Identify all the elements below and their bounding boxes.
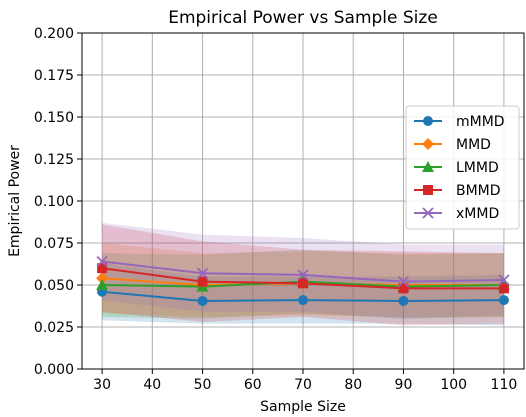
y-axis-label: Empirical Power xyxy=(7,145,23,257)
legend-marker-mmmd xyxy=(423,116,433,126)
x-tick-label: 110 xyxy=(491,377,518,393)
chart-title: Empirical Power vs Sample Size xyxy=(168,8,438,28)
point-xmmd xyxy=(498,274,510,286)
point-bmmd xyxy=(498,283,509,294)
point-mmd xyxy=(96,272,109,285)
x-tick-label: 90 xyxy=(395,377,413,393)
point-mmmd xyxy=(197,295,208,306)
legend-marker-bmmd xyxy=(423,185,433,195)
point-xmmd xyxy=(96,255,108,268)
point-mmmd xyxy=(298,295,308,306)
point-bmmd xyxy=(398,283,409,294)
legend: mMMD MMD LMMD BMMD xMMD xyxy=(405,105,520,230)
legend-label-bmmd: BMMD xyxy=(456,183,501,199)
point-mmmd xyxy=(398,295,409,306)
x-axis-label: Sample Size xyxy=(260,399,346,415)
x-tick-label: 60 xyxy=(244,377,262,393)
point-lmmd xyxy=(96,279,109,290)
legend-label-mmd: MMD xyxy=(456,137,491,153)
legend-marker-xmmd xyxy=(422,207,434,219)
legend-box xyxy=(405,105,520,230)
legend-label-xmmd: xMMD xyxy=(456,206,499,222)
point-mmmd xyxy=(498,295,509,306)
x-tick-label: 30 xyxy=(93,377,111,393)
y-tick-label: 0.075 xyxy=(34,236,74,252)
series-markers xyxy=(96,255,510,306)
y-tick-label: 0.150 xyxy=(34,110,74,126)
legend-marker-lmmd xyxy=(422,161,434,172)
x-tick-label: 100 xyxy=(440,377,467,393)
x-axis-ticks: 30 40 50 60 70 80 90 100 110 xyxy=(93,369,517,393)
y-tick-label: 0.000 xyxy=(34,362,74,378)
y-tick-label: 0.200 xyxy=(34,26,74,42)
x-tick-label: 40 xyxy=(143,377,161,393)
x-tick-label: 70 xyxy=(294,377,312,393)
point-xmmd xyxy=(297,269,309,281)
point-bmmd xyxy=(197,276,208,287)
y-tick-label: 0.100 xyxy=(34,194,74,210)
y-tick-label: 0.175 xyxy=(34,68,74,84)
y-axis-ticks: 0.000 0.025 0.050 0.075 0.100 0.125 0.150 0.175… xyxy=(34,26,82,378)
y-tick-label: 0.050 xyxy=(34,278,74,294)
y-tick-label: 0.125 xyxy=(34,152,74,168)
x-tick-label: 50 xyxy=(194,377,212,393)
x-tick-label: 80 xyxy=(344,377,362,393)
point-bmmd xyxy=(298,278,308,289)
point-xmmd xyxy=(196,267,209,279)
point-xmmd xyxy=(397,276,410,288)
legend-label-lmmd: LMMD xyxy=(456,160,499,176)
point-bmmd xyxy=(97,263,108,274)
legend-marker-mmd xyxy=(422,138,434,150)
band-xmmd xyxy=(102,222,504,319)
legend-label-mmmd: mMMD xyxy=(456,114,505,130)
y-tick-label: 0.025 xyxy=(34,320,74,336)
